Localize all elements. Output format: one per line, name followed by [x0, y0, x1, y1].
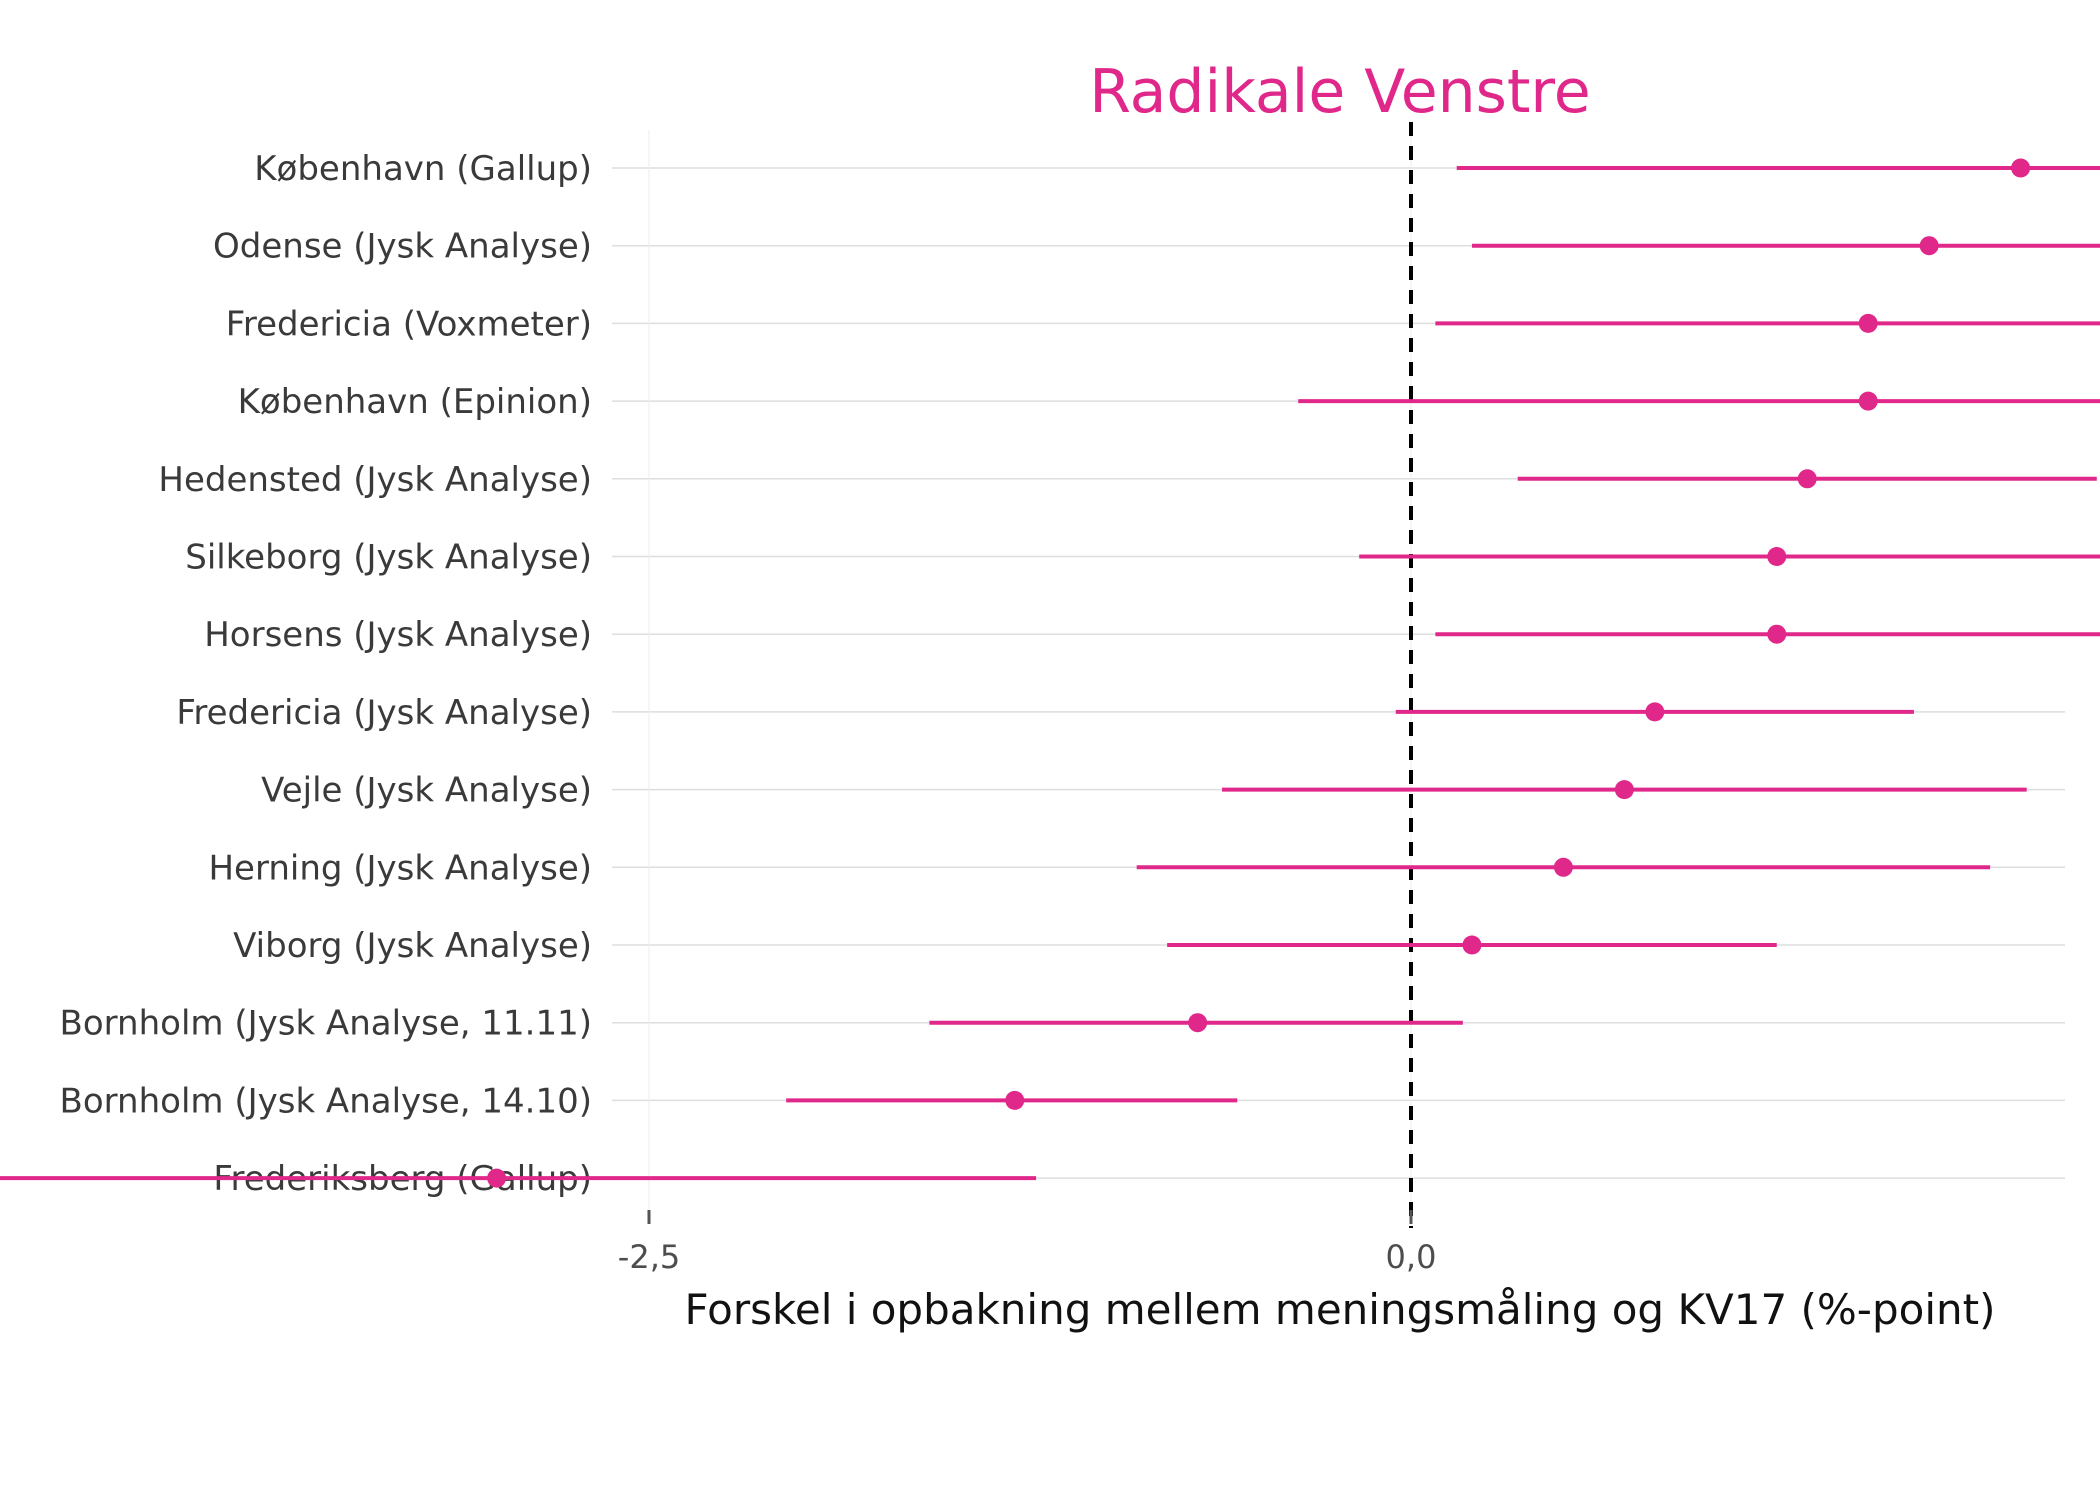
grid-lines — [612, 130, 2065, 1224]
category-label: København (Epinion) — [238, 382, 592, 422]
category-label: Fredericia (Voxmeter) — [226, 304, 592, 344]
category-label: Hedensted (Jysk Analyse) — [158, 460, 592, 500]
data-point — [1645, 702, 1665, 722]
data-marks — [0, 158, 2100, 1188]
data-point — [1767, 624, 1787, 644]
data-point — [1858, 391, 1878, 411]
category-label: Horsens (Jysk Analyse) — [204, 615, 592, 655]
category-labels: København (Gallup) Odense (Jysk Analyse) F… — [60, 149, 592, 1199]
category-label: Bornholm (Jysk Analyse, 14.10) — [60, 1081, 592, 1121]
data-point — [1797, 469, 1817, 489]
data-point — [1614, 780, 1634, 800]
data-point — [487, 1168, 507, 1188]
category-label: Silkeborg (Jysk Analyse) — [185, 538, 592, 578]
category-label: Vejle (Jysk Analyse) — [261, 771, 592, 811]
category-label: Viborg (Jysk Analyse) — [233, 926, 592, 966]
category-label: København (Gallup) — [254, 149, 592, 189]
data-point — [1462, 935, 1482, 955]
category-label: Herning (Jysk Analyse) — [208, 848, 592, 888]
x-tick-label: -2,5 — [618, 1238, 680, 1276]
x-axis-label: Forskel i opbakning mellem meningsmåling… — [685, 1285, 1996, 1334]
data-point — [1919, 236, 1939, 256]
chart-title: Radikale Venstre — [1089, 57, 1590, 127]
data-point — [1858, 313, 1878, 333]
data-point — [1005, 1090, 1025, 1110]
data-point — [2011, 158, 2031, 178]
data-point — [1188, 1013, 1208, 1033]
category-label: Fredericia (Jysk Analyse) — [176, 693, 592, 733]
category-label: Odense (Jysk Analyse) — [213, 227, 592, 267]
x-tick-label: 0,0 — [1386, 1238, 1437, 1276]
data-point — [1767, 547, 1787, 566]
x-axis: -5,0-2,50,02,5 — [618, 1210, 1437, 1276]
category-label: Bornholm (Jysk Analyse, 11.11) — [60, 1004, 592, 1044]
data-point — [1553, 857, 1573, 877]
